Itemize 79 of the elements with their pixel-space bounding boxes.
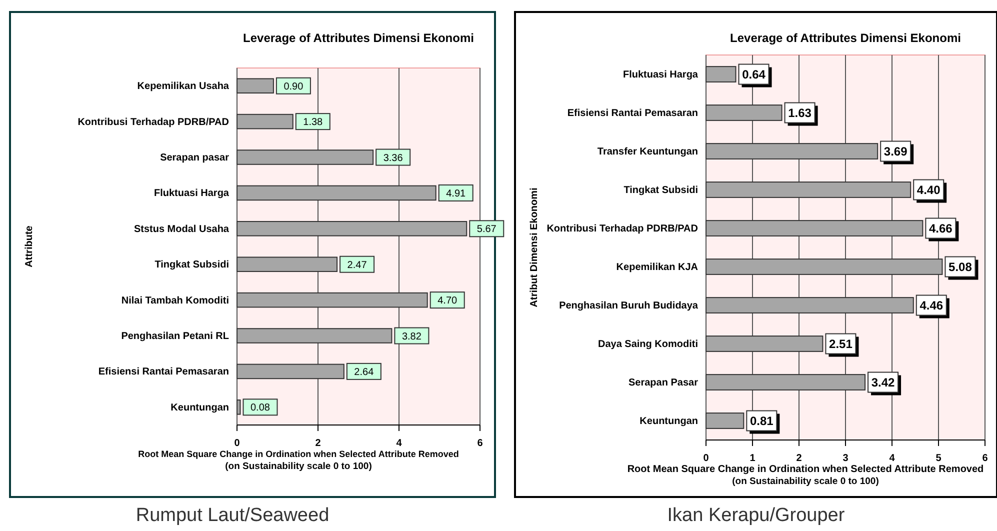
data-label: 3.69 (884, 144, 908, 158)
data-label: 0.81 (750, 414, 774, 428)
bar (706, 66, 736, 82)
data-label: 0.64 (742, 67, 766, 82)
bar (236, 114, 294, 130)
y-axis-title: Atribut Dimensi Ekonomi (529, 188, 540, 308)
y-tick-label: Fluktuasi Harga (154, 188, 230, 200)
y-axis-title: Attribute (24, 225, 35, 268)
bar (236, 292, 428, 308)
bar (236, 221, 468, 236)
y-tick-label: Kepemilikan Usaha (137, 81, 230, 92)
data-label: 2.47 (347, 260, 368, 271)
y-tick-label: Efisiensi Rantai Pemasaran (98, 366, 229, 378)
data-label: 4.40 (916, 182, 941, 197)
bar (706, 182, 912, 198)
data-label: 4.70 (438, 296, 458, 307)
y-tick-label: Ststus Modal Usaha (134, 224, 230, 235)
data-label: 5.08 (948, 260, 972, 274)
data-label: 3.36 (383, 152, 404, 164)
text: Ikan Kerapu/Grouper (667, 505, 846, 526)
data-label: 2.64 (354, 366, 374, 378)
y-tick-label: Penghasilan Buruh Budidaya (559, 300, 698, 312)
x-axis-title: Root Mean Square Change in Ordination when Selected Attribute Removed (on Sustainability scale 0 to 100) (627, 464, 984, 487)
x-tick-label: 4 (889, 453, 896, 464)
text: Rumput Laut/Seaweed (136, 505, 330, 526)
bar (706, 336, 824, 352)
y-tick-label: Penghasilan Petani RL (121, 330, 229, 342)
x-axis-title: Root Mean Square Change in Ordination when Selected Attribute Removed (on Sustainability scale 0 to 100) (138, 449, 459, 472)
x-tick-label: 2 (315, 438, 322, 449)
y-tick-label: Kepemilikan KJA (616, 262, 698, 273)
bar (706, 104, 782, 121)
y-tick-label: Serapan pasar (160, 152, 230, 164)
bar (706, 258, 943, 275)
x-tick-label: 3 (842, 453, 849, 464)
bar (236, 150, 374, 165)
y-tick-label: Fluktuasi Harga (622, 69, 698, 80)
x-tick-label: 4 (396, 438, 402, 449)
data-label: 5.67 (476, 224, 497, 236)
x-tick-label: 0 (703, 453, 710, 464)
data-label: 3.82 (402, 331, 422, 342)
data-label: 1.63 (788, 106, 812, 120)
y-tick-label: Transfer Keuntungan (597, 146, 698, 158)
data-label: 3.42 (871, 375, 896, 390)
data-label: 4.66 (929, 221, 953, 236)
x-tick-label: 5 (936, 453, 942, 464)
x-tick-label: 6 (477, 438, 484, 449)
data-label: 4.46 (920, 298, 944, 312)
bar (706, 412, 744, 429)
y-tick-label: Efisiensi Rantai Pemasaran (567, 108, 698, 119)
data-label: 1.38 (303, 117, 324, 128)
x-tick-label: 1 (750, 453, 756, 464)
bar (706, 297, 914, 314)
bar (706, 374, 866, 390)
y-tick-label: Keuntungan (170, 402, 229, 414)
data-label: 4.91 (446, 188, 466, 200)
data-label: 2.51 (829, 336, 853, 351)
y-tick-label: Keuntungan (640, 416, 698, 427)
y-tick-label: Tingkat Subsidi (154, 260, 230, 271)
bar (236, 185, 436, 201)
y-tick-label: Tingkat Subsidi (624, 184, 698, 196)
chart-title: Leverage of Attributes Dimensi Ekonomi (730, 31, 961, 45)
y-tick-label: Daya Saing Komoditi (598, 338, 698, 350)
bar (706, 143, 878, 160)
y-tick-label: Kontribusi Terhadap PDRB/PAD (546, 223, 698, 234)
x-tick-label: 6 (982, 453, 988, 464)
bar (236, 256, 338, 272)
bar (236, 400, 241, 415)
data-label: 0.08 (250, 402, 270, 414)
bar (706, 220, 924, 236)
bar (236, 328, 392, 344)
bar (236, 364, 344, 380)
data-label: 0.90 (284, 81, 304, 92)
x-tick-label: 0 (234, 438, 240, 449)
chart-title: Leverage of Attributes Dimensi Ekonomi (243, 31, 474, 45)
y-tick-label: Nilai Tambah Komoditi (121, 295, 230, 306)
x-tick-label: 2 (796, 453, 802, 464)
y-tick-label: Serapan Pasar (628, 377, 698, 388)
bar (236, 78, 274, 94)
y-tick-label: Kontribusi Terhadap PDRB/PAD (78, 116, 229, 128)
